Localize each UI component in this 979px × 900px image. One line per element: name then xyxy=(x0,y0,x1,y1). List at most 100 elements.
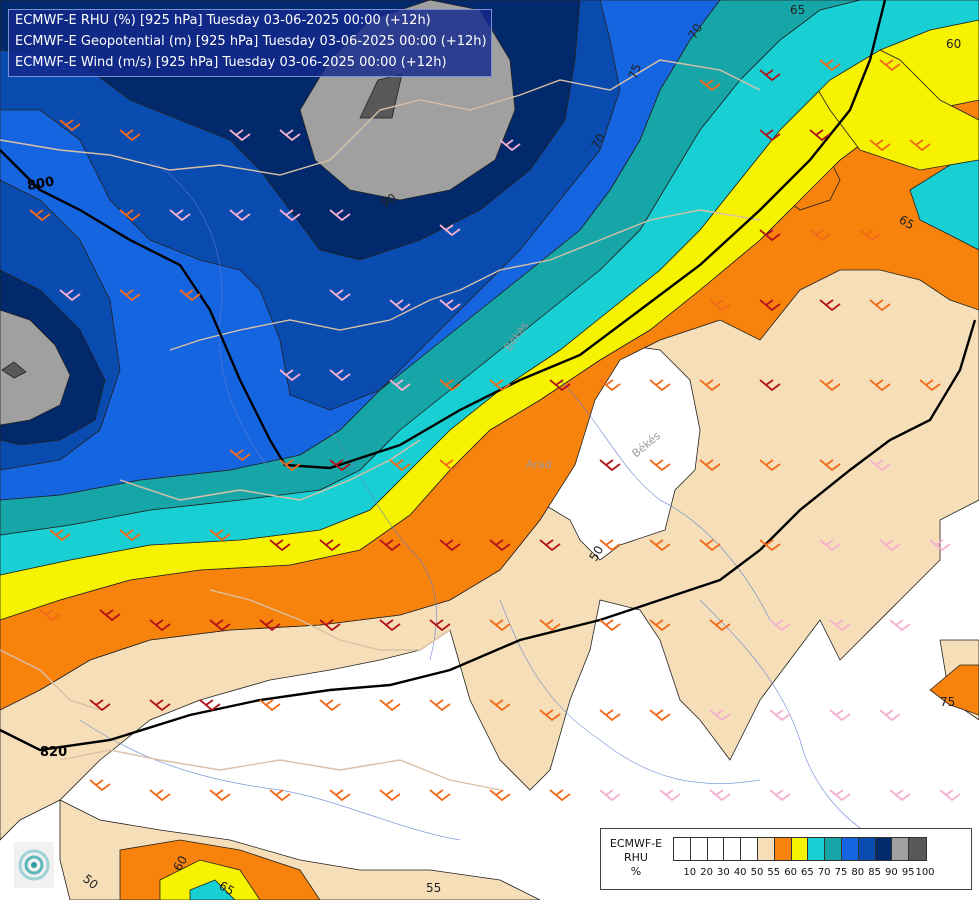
title-panel: ECMWF-E RHU (%) [925 hPa] Tuesday 03-06-… xyxy=(8,9,492,77)
wind-barb-icon xyxy=(149,789,171,802)
wind-barb-icon xyxy=(649,459,671,472)
wind-barb-icon xyxy=(279,209,301,222)
wind-barb-icon xyxy=(229,209,251,222)
legend-swatches xyxy=(673,837,927,861)
contour-label: 55 xyxy=(426,881,441,895)
wind-barb-icon xyxy=(379,789,401,802)
geopotential-label: 800 xyxy=(26,174,55,193)
wind-barb-icon xyxy=(439,539,461,552)
wind-barb-icon xyxy=(229,449,251,462)
wind-barb-icon xyxy=(599,459,621,472)
wind-barb-icon xyxy=(879,59,901,72)
wind-barb-icon xyxy=(269,539,291,552)
wind-barb-icon xyxy=(819,539,841,552)
wind-barb-icon xyxy=(429,699,451,712)
borders xyxy=(0,59,761,791)
wind-barb-icon xyxy=(319,539,341,552)
legend-swatch xyxy=(690,838,708,860)
wind-barb-icon xyxy=(179,289,201,302)
wind-barb-icon xyxy=(869,299,891,312)
wind-barb-icon xyxy=(759,129,781,142)
wind-barb-icon xyxy=(869,139,891,152)
legend-swatch xyxy=(841,838,859,860)
wind-barb-icon xyxy=(819,459,841,472)
legend-swatch xyxy=(674,838,691,860)
wind-barb-icon xyxy=(329,369,351,382)
wind-barb-icon xyxy=(329,289,351,302)
wind-barb-icon xyxy=(599,709,621,722)
wind-barb-icon xyxy=(539,539,561,552)
wind-barb-icon xyxy=(759,69,781,82)
wind-barb-icon xyxy=(59,289,81,302)
wind-barb-icon xyxy=(819,299,841,312)
wind-barb-icon xyxy=(489,379,511,392)
wind-barb-icon xyxy=(599,619,621,632)
wind-barb-icon xyxy=(259,699,281,712)
legend-swatch xyxy=(892,838,910,860)
wind-barb-icon xyxy=(99,609,121,622)
legend-tick: 80 xyxy=(851,867,865,878)
wind-barb-icon xyxy=(149,619,171,632)
wind-barb-icon xyxy=(759,229,781,242)
wind-barb-icon xyxy=(889,789,911,802)
wind-barb-icon xyxy=(379,539,401,552)
wind-barb-icon xyxy=(649,379,671,392)
wind-barb-icon xyxy=(279,369,301,382)
title-rhu: ECMWF-E RHU (%) [925 hPa] Tuesday 03-06-… xyxy=(15,13,431,28)
wind-barb-icon xyxy=(329,789,351,802)
wind-barb-icon xyxy=(439,379,461,392)
wind-barb-icon xyxy=(389,379,411,392)
legend-ticks: 10 20 30 40 50 55 60 65 70 75 80 85 90 95 100 xyxy=(673,867,973,881)
wind-barb-icon xyxy=(869,379,891,392)
wind-barb-icon xyxy=(389,459,411,472)
wind-barb-icon xyxy=(489,539,511,552)
wind-barb-icon xyxy=(759,299,781,312)
legend-tick: 100 xyxy=(915,867,935,878)
legend-title: ECMWF-E RHU % xyxy=(603,837,669,879)
wind-barb-icon xyxy=(499,139,521,152)
wind-barb-icon xyxy=(329,459,351,472)
wind-barb-icon xyxy=(769,709,791,722)
wind-barb-icon xyxy=(889,619,911,632)
legend-swatch xyxy=(875,838,893,860)
wind-barb-icon xyxy=(29,209,51,222)
legend: ECMWF-E RHU % 10 20 30 40 50 55 60 65 70 75 80 85 90… xyxy=(600,828,972,890)
wind-barb-icon xyxy=(319,699,341,712)
wind-barb-icon xyxy=(429,789,451,802)
legend-tick: 95 xyxy=(901,867,915,878)
wind-barb-icon xyxy=(279,129,301,142)
wind-barb-icon xyxy=(599,539,621,552)
wind-barb-icon xyxy=(869,459,891,472)
wind-barb-icon xyxy=(119,129,141,142)
wind-barb-icon xyxy=(829,789,851,802)
contour-label: 70 xyxy=(588,131,608,151)
legend-tick: 70 xyxy=(817,867,831,878)
wind-barb-icon xyxy=(149,699,171,712)
wind-barb-icon xyxy=(119,289,141,302)
wind-barb-icon xyxy=(89,779,111,792)
legend-swatch xyxy=(724,838,742,860)
wind-barb-icon xyxy=(89,699,111,712)
wind-barb-icon xyxy=(439,224,461,237)
legend-tick: 75 xyxy=(834,867,848,878)
wind-barb-icon xyxy=(879,539,901,552)
legend-swatch xyxy=(707,838,725,860)
wind-barb-icon xyxy=(199,699,221,712)
wind-barb-icon xyxy=(539,619,561,632)
legend-tick: 60 xyxy=(784,867,797,878)
wind-barb-icon xyxy=(879,709,901,722)
legend-swatch xyxy=(909,838,926,860)
wind-barb-icon xyxy=(549,379,571,392)
wind-barb-icon xyxy=(659,789,681,802)
wind-barb-icon xyxy=(829,619,851,632)
legend-swatch xyxy=(825,838,842,860)
legend-title-line: RHU xyxy=(624,851,648,864)
wind-barb-icon xyxy=(919,379,941,392)
legend-tick: 10 xyxy=(683,867,697,878)
wind-barb-icon xyxy=(119,529,141,542)
wind-barb-icon xyxy=(209,789,231,802)
wind-barb-icon xyxy=(929,539,951,552)
wind-barb-icon xyxy=(709,619,731,632)
wind-barb-icon xyxy=(59,119,81,132)
